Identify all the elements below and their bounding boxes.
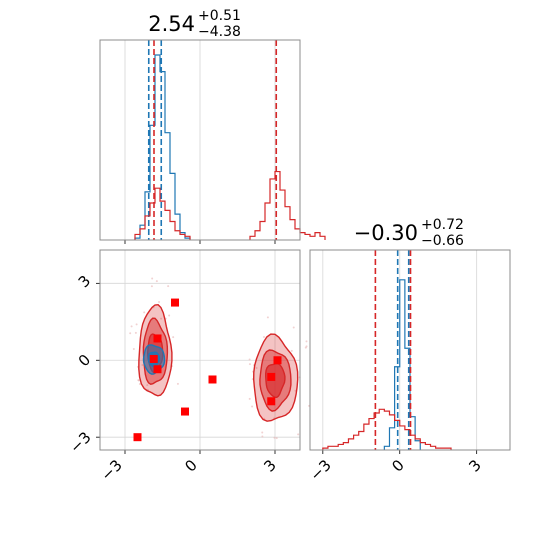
joint-sample-dot: [146, 384, 149, 387]
joint-sample-dot: [138, 382, 141, 385]
title-param2-plus: +0.72: [421, 217, 464, 233]
joint-sample-dot: [150, 285, 153, 288]
title-param1-plus: +0.51: [198, 8, 241, 24]
joint-sample-dot: [261, 431, 264, 434]
joint-sample-dot: [137, 379, 140, 382]
joint-axes-frame: [99, 249, 301, 451]
joint-point-marker: [133, 433, 142, 442]
joint-point-marker: [171, 298, 179, 307]
title-param1-minus: −4.38: [198, 24, 241, 40]
joint-sample-dot: [262, 336, 265, 339]
joint-point-marker: [267, 397, 276, 406]
panels: [96, 39, 511, 454]
marginal2-panel: [309, 249, 511, 454]
joint-point-marker: [267, 372, 276, 381]
joint-sample-dot: [248, 358, 251, 361]
marginal1-hist-series-0: [134, 54, 191, 240]
joint-y-tick-label: −3: [66, 428, 94, 456]
joint-sample-dot: [292, 326, 295, 329]
marginal1-panel: [99, 39, 326, 244]
joint-point-marker: [208, 375, 217, 384]
joint-point-marker: [153, 334, 162, 343]
joint-sample-dot: [305, 345, 308, 348]
joint-sample-dot: [155, 280, 158, 283]
title-param1-value: 2.54: [148, 12, 195, 36]
joint-sample-dot: [251, 405, 254, 408]
marginal2-x-tick-label: 3: [465, 456, 484, 475]
joint-sample-dot: [158, 301, 161, 304]
joint-sample-dot: [297, 433, 300, 436]
marginal1-hist-series-1: [134, 187, 191, 240]
joint-sample-dot: [167, 285, 170, 288]
joint-point-marker: [149, 354, 158, 363]
marginal1-hist-series-2: [249, 170, 326, 240]
joint-x-tick-label: 3: [260, 456, 279, 475]
joint-sample-dot: [255, 367, 258, 370]
joint-sample-dot: [305, 340, 308, 343]
joint-sample-dot: [134, 331, 137, 334]
joint-sample-dot: [132, 348, 135, 351]
joint-sample-dot: [168, 314, 171, 317]
joint-sample-dot: [176, 382, 179, 385]
joint-point-marker: [273, 356, 282, 365]
joint-sample-dot: [160, 317, 163, 320]
joint-y-tick-label: 0: [75, 351, 94, 370]
joint-contour-level: [265, 362, 286, 398]
marginal2-hist-series-1: [322, 408, 452, 450]
joint-panel: [96, 249, 311, 454]
marginal2-x-tick-label: 0: [388, 456, 407, 475]
joint-sample-dot: [248, 363, 251, 366]
title-param2-minus: −0.66: [421, 233, 464, 249]
joint-x-tick-labels: −3 0 3: [97, 456, 279, 484]
marginal2-x-tick-label: −3: [306, 456, 334, 484]
joint-sample-dot: [135, 323, 138, 326]
joint-sample-dot: [151, 277, 154, 280]
joint-sample-dot: [275, 437, 278, 440]
joint-sample-dot: [273, 436, 276, 439]
joint-x-tick-label: −3: [97, 456, 125, 484]
joint-point-marker: [153, 365, 162, 374]
marginal2-hist-series-0: [383, 279, 421, 450]
joint-sample-dot: [129, 332, 132, 335]
joint-sample-dot: [266, 316, 269, 319]
joint-x-tick-label: 0: [181, 456, 200, 475]
joint-point-marker: [181, 407, 189, 416]
marginal2-x-tick-labels: −3 0 3: [306, 456, 484, 484]
joint-sample-dot: [141, 363, 144, 366]
joint-y-tick-label: 3: [75, 272, 94, 291]
joint-sample-dot: [130, 325, 133, 328]
title-param2-value: −0.30: [354, 221, 418, 245]
joint-y-tick-labels: 3 0 −3: [66, 272, 94, 457]
joint-sample-dot: [143, 311, 146, 314]
joint-sample-dot: [261, 435, 264, 438]
marginal2-axes-frame: [309, 249, 511, 451]
joint-sample-dot: [290, 349, 293, 352]
marginal1-axes-frame: [99, 39, 301, 241]
joint-sample-dot: [172, 336, 175, 339]
joint-sample-dot: [248, 397, 251, 400]
